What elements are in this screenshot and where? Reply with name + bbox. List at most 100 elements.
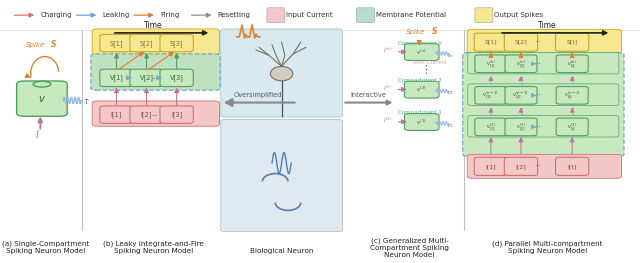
FancyBboxPatch shape xyxy=(92,29,220,55)
Text: $v_{[1]}^{(n)}$: $v_{[1]}^{(n)}$ xyxy=(486,58,496,70)
Text: $\tau_2$: $\tau_2$ xyxy=(446,89,454,97)
FancyBboxPatch shape xyxy=(504,33,538,51)
Text: I[3]: I[3] xyxy=(171,111,182,118)
Text: Firing: Firing xyxy=(160,12,179,18)
Text: S: S xyxy=(51,40,57,49)
Text: Resetting: Resetting xyxy=(218,12,250,18)
Text: Compartment 2: Compartment 2 xyxy=(398,78,442,83)
Text: $v_{[1]}^{(1)}$: $v_{[1]}^{(1)}$ xyxy=(486,121,496,133)
FancyBboxPatch shape xyxy=(91,54,220,90)
Text: Compartment 1: Compartment 1 xyxy=(398,110,442,115)
FancyBboxPatch shape xyxy=(404,44,439,60)
Text: S[2]: S[2] xyxy=(515,40,527,45)
FancyBboxPatch shape xyxy=(474,157,508,175)
Text: I[2]: I[2] xyxy=(516,164,526,169)
Text: $\tau_1$: $\tau_1$ xyxy=(446,122,454,130)
Text: V[1]: V[1] xyxy=(109,74,124,81)
Text: Spike: Spike xyxy=(406,29,426,35)
FancyBboxPatch shape xyxy=(100,106,133,123)
FancyBboxPatch shape xyxy=(92,101,220,126)
Text: Time: Time xyxy=(538,21,557,30)
FancyBboxPatch shape xyxy=(475,8,493,23)
FancyBboxPatch shape xyxy=(505,118,537,136)
FancyBboxPatch shape xyxy=(475,55,507,73)
Text: Ionic Current: Ionic Current xyxy=(413,60,447,65)
FancyBboxPatch shape xyxy=(221,120,342,231)
Text: Membrane Potential: Membrane Potential xyxy=(376,12,446,18)
FancyBboxPatch shape xyxy=(475,87,507,104)
FancyBboxPatch shape xyxy=(467,154,621,178)
FancyBboxPatch shape xyxy=(100,69,133,87)
Text: Input Current: Input Current xyxy=(286,12,333,18)
FancyBboxPatch shape xyxy=(130,69,163,87)
Text: ...: ... xyxy=(534,37,541,43)
Text: $v^{(2)}$: $v^{(2)}$ xyxy=(417,85,427,94)
Text: $v_{[1]}^{(n-1)}$: $v_{[1]}^{(n-1)}$ xyxy=(483,89,499,101)
Text: Biological Neuron: Biological Neuron xyxy=(250,248,314,254)
Text: ⋮: ⋮ xyxy=(568,76,577,85)
FancyBboxPatch shape xyxy=(505,87,537,104)
Text: (b) Leaky Integrate-and-Fire
Spiking Neuron Model: (b) Leaky Integrate-and-Fire Spiking Neu… xyxy=(103,240,204,254)
FancyBboxPatch shape xyxy=(468,52,619,74)
FancyBboxPatch shape xyxy=(356,8,374,23)
FancyBboxPatch shape xyxy=(100,34,133,52)
FancyBboxPatch shape xyxy=(504,157,538,175)
Text: $v_{[t]}^{(n-1)}$: $v_{[t]}^{(n-1)}$ xyxy=(564,89,580,101)
Text: (d) Parallel Multi-compartment
Spiking Neuron Model: (d) Parallel Multi-compartment Spiking N… xyxy=(492,240,602,254)
Text: $v_{[t]}^{(n)}$: $v_{[t]}^{(n)}$ xyxy=(567,58,577,70)
Text: S[2]: S[2] xyxy=(140,40,154,47)
Text: S[3]: S[3] xyxy=(170,40,184,47)
Text: V[2]: V[2] xyxy=(140,74,154,81)
Text: S: S xyxy=(432,27,438,36)
Text: (c) Generalized Multi-
Compartment Spiking
Neuron Model: (c) Generalized Multi- Compartment Spiki… xyxy=(370,237,449,258)
Text: S[t]: S[t] xyxy=(566,40,578,45)
FancyBboxPatch shape xyxy=(160,106,193,123)
Text: $v^{(1)}$: $v^{(1)}$ xyxy=(417,117,427,127)
FancyBboxPatch shape xyxy=(556,33,589,51)
FancyBboxPatch shape xyxy=(130,34,163,52)
FancyBboxPatch shape xyxy=(130,106,163,123)
Text: ⋮: ⋮ xyxy=(486,107,495,117)
Text: ...: ... xyxy=(534,161,541,167)
Text: Spike: Spike xyxy=(26,42,45,48)
Text: V[3]: V[3] xyxy=(170,74,184,81)
Text: $v_{[t]}^{(1)}$: $v_{[t]}^{(1)}$ xyxy=(567,121,577,133)
Text: ...: ... xyxy=(152,111,158,117)
FancyBboxPatch shape xyxy=(468,84,619,105)
Text: ...: ... xyxy=(534,59,541,65)
Text: Compartment n: Compartment n xyxy=(398,41,442,46)
FancyBboxPatch shape xyxy=(467,29,621,55)
Text: ...: ... xyxy=(534,122,541,128)
FancyBboxPatch shape xyxy=(475,118,507,136)
Text: ⋮: ⋮ xyxy=(420,65,431,75)
Text: ⋮: ⋮ xyxy=(568,107,577,117)
Text: $v$: $v$ xyxy=(38,94,46,104)
Text: $I^{(n)}\!$: $I^{(n)}\!$ xyxy=(383,46,392,55)
FancyBboxPatch shape xyxy=(160,34,193,52)
Text: I[t]: I[t] xyxy=(568,164,577,169)
Text: $I^{(2)}\!$: $I^{(2)}\!$ xyxy=(383,84,392,93)
Text: $\tau$: $\tau$ xyxy=(83,97,90,106)
FancyBboxPatch shape xyxy=(17,81,67,116)
FancyBboxPatch shape xyxy=(474,33,508,51)
Text: Output Spikes: Output Spikes xyxy=(494,12,543,18)
Text: Charging: Charging xyxy=(40,12,72,18)
Text: Leaking: Leaking xyxy=(102,12,130,18)
FancyBboxPatch shape xyxy=(556,118,588,136)
FancyBboxPatch shape xyxy=(221,29,342,117)
Text: Time: Time xyxy=(144,21,163,30)
Text: ...: ... xyxy=(152,74,158,80)
FancyBboxPatch shape xyxy=(468,115,619,137)
FancyBboxPatch shape xyxy=(556,87,588,104)
FancyBboxPatch shape xyxy=(267,8,285,23)
Text: $v_{[2]}^{(n)}$: $v_{[2]}^{(n)}$ xyxy=(516,58,526,70)
Text: $\tau_n$: $\tau_n$ xyxy=(446,52,454,60)
Ellipse shape xyxy=(271,67,293,81)
Text: S[1]: S[1] xyxy=(484,40,497,45)
FancyBboxPatch shape xyxy=(404,81,439,98)
Text: $I$: $I$ xyxy=(35,128,40,140)
Text: Oversimplified: Oversimplified xyxy=(234,92,282,98)
FancyBboxPatch shape xyxy=(556,157,589,175)
Text: $v_{[2]}^{(n-1)}$: $v_{[2]}^{(n-1)}$ xyxy=(513,89,529,101)
FancyBboxPatch shape xyxy=(0,0,640,30)
